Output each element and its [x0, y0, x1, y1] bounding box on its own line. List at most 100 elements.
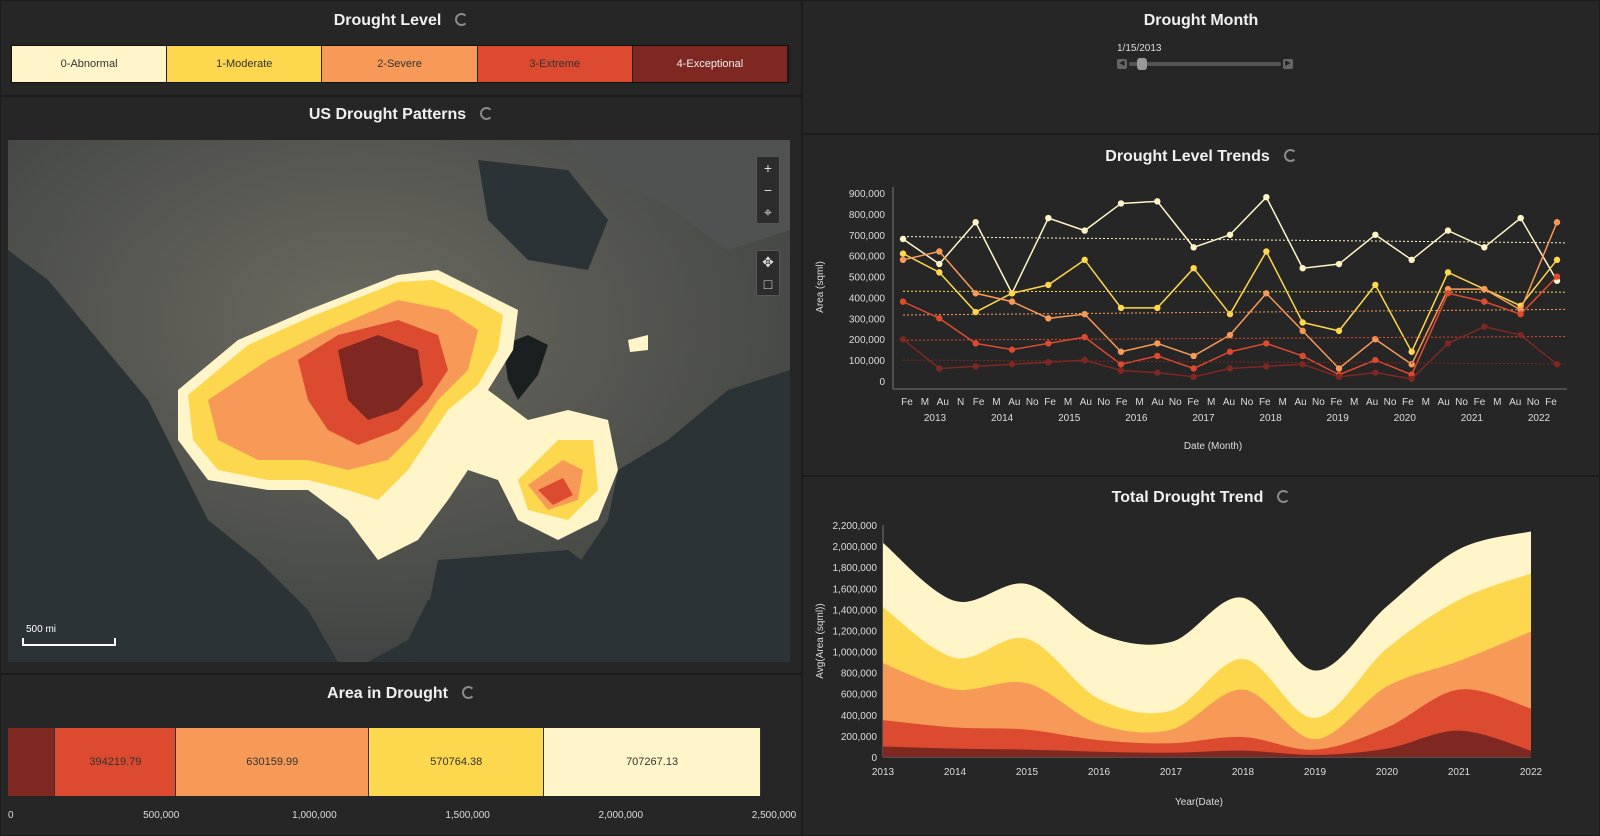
data-point[interactable] — [1117, 361, 1125, 368]
locate-icon[interactable]: ⌖ — [764, 204, 772, 220]
data-point[interactable] — [936, 260, 943, 268]
data-point[interactable] — [899, 298, 907, 305]
data-point[interactable] — [1008, 346, 1016, 353]
data-point[interactable] — [1154, 304, 1161, 312]
data-point[interactable] — [1263, 193, 1270, 201]
data-point[interactable] — [1299, 327, 1306, 335]
data-point[interactable] — [1408, 375, 1415, 383]
data-point[interactable] — [1517, 214, 1524, 222]
data-point[interactable] — [1081, 356, 1088, 364]
data-point[interactable] — [1481, 298, 1488, 305]
data-point[interactable] — [1263, 248, 1270, 255]
data-point[interactable] — [1517, 310, 1524, 318]
data-point[interactable] — [936, 365, 943, 372]
data-point[interactable] — [1008, 361, 1016, 368]
data-point[interactable] — [1444, 269, 1452, 276]
data-point[interactable] — [972, 290, 979, 297]
data-point[interactable] — [1335, 327, 1343, 335]
legend-1-moderate[interactable]: 1-Moderate — [167, 46, 323, 82]
area-segment[interactable] — [8, 728, 56, 796]
data-point[interactable] — [1081, 333, 1088, 341]
data-point[interactable] — [1008, 290, 1016, 297]
data-point[interactable] — [1081, 227, 1088, 234]
data-point[interactable] — [1117, 367, 1125, 374]
data-point[interactable] — [1553, 256, 1561, 264]
data-point[interactable] — [1154, 340, 1161, 347]
data-point[interactable] — [1263, 340, 1270, 347]
data-point[interactable] — [1372, 281, 1379, 289]
data-point[interactable] — [1081, 310, 1088, 318]
data-point[interactable] — [1045, 281, 1052, 289]
data-point[interactable] — [1190, 365, 1197, 372]
data-point[interactable] — [1190, 352, 1197, 360]
refresh-icon[interactable] — [1283, 149, 1297, 162]
area-segment[interactable]: 570764.38 — [369, 728, 545, 796]
data-point[interactable] — [1008, 298, 1016, 305]
data-point[interactable] — [972, 308, 979, 316]
area-segment[interactable]: 707267.13 — [544, 728, 761, 796]
data-point[interactable] — [1299, 265, 1306, 272]
data-point[interactable] — [1045, 359, 1052, 366]
data-point[interactable] — [1299, 319, 1306, 326]
data-point[interactable] — [972, 340, 979, 347]
area-segment[interactable]: 394219.79 — [55, 728, 177, 796]
data-point[interactable] — [1372, 369, 1379, 376]
us-drought-map[interactable]: + − ⌖ ✥ □ 500 mi — [8, 140, 790, 662]
slider-thumb[interactable] — [1136, 58, 1147, 70]
pan-icon[interactable]: ✥ — [762, 254, 774, 270]
data-point[interactable] — [1117, 200, 1125, 207]
data-point[interactable] — [1408, 256, 1415, 264]
zoom-in-icon[interactable]: + — [763, 160, 773, 176]
area-layer-2-severe[interactable] — [883, 631, 1531, 757]
data-point[interactable] — [1263, 290, 1270, 297]
data-point[interactable] — [1481, 285, 1488, 293]
data-point[interactable] — [1335, 373, 1343, 381]
data-point[interactable] — [1372, 356, 1379, 364]
data-point[interactable] — [1226, 365, 1234, 372]
data-point[interactable] — [1408, 361, 1415, 368]
data-point[interactable] — [1553, 273, 1561, 280]
data-point[interactable] — [899, 336, 907, 343]
slider-track[interactable] — [1129, 62, 1281, 66]
data-point[interactable] — [1408, 348, 1415, 355]
data-point[interactable] — [1372, 336, 1379, 343]
legend-3-extreme[interactable]: 3-Extreme — [477, 46, 633, 82]
data-point[interactable] — [1372, 231, 1379, 238]
data-point[interactable] — [1299, 352, 1306, 360]
data-point[interactable] — [1081, 256, 1088, 264]
slider-right-arrow[interactable]: ▶ — [1283, 59, 1293, 69]
legend-0-abnormal[interactable]: 0-Abnormal — [12, 46, 168, 82]
area-segment[interactable]: 630159.99 — [176, 728, 370, 796]
legend-4-exceptional[interactable]: 4-Exceptional — [632, 46, 789, 82]
data-point[interactable] — [1190, 265, 1197, 272]
data-point[interactable] — [1444, 340, 1452, 347]
data-point[interactable] — [1481, 244, 1488, 251]
data-point[interactable] — [899, 235, 907, 243]
data-point[interactable] — [972, 219, 979, 226]
refresh-icon[interactable] — [455, 13, 469, 26]
date-slider[interactable]: ◀ ▶ — [1117, 58, 1293, 70]
data-point[interactable] — [1190, 244, 1197, 251]
refresh-icon[interactable] — [461, 686, 475, 699]
data-point[interactable] — [936, 315, 943, 322]
zoom-out-icon[interactable]: − — [763, 182, 773, 198]
data-point[interactable] — [1226, 331, 1234, 339]
area-layer-4-exceptional[interactable] — [883, 730, 1531, 757]
refresh-icon[interactable] — [480, 107, 494, 120]
data-point[interactable] — [1444, 290, 1452, 297]
data-point[interactable] — [1154, 198, 1161, 205]
data-point[interactable] — [1045, 340, 1052, 347]
data-point[interactable] — [1553, 219, 1561, 226]
data-point[interactable] — [1263, 363, 1270, 370]
data-point[interactable] — [1553, 361, 1561, 368]
data-point[interactable] — [1045, 214, 1052, 222]
data-point[interactable] — [1299, 361, 1306, 368]
data-point[interactable] — [1335, 365, 1343, 372]
refresh-icon[interactable] — [1277, 490, 1291, 503]
data-point[interactable] — [1335, 260, 1343, 268]
data-point[interactable] — [899, 250, 907, 257]
data-point[interactable] — [936, 269, 943, 276]
select-box-icon[interactable]: □ — [763, 276, 773, 292]
legend-2-severe[interactable]: 2-Severe — [322, 46, 478, 82]
data-point[interactable] — [1481, 323, 1488, 330]
